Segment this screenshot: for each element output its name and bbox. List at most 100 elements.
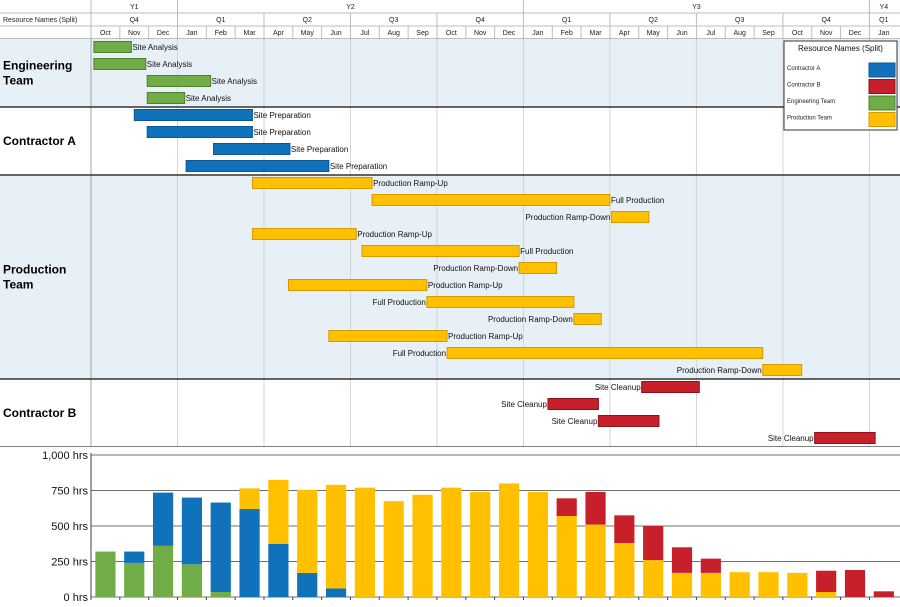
histogram-bar-contractor-b <box>614 515 635 544</box>
month-label-19: May <box>647 30 661 37</box>
histogram-bar-production-team <box>354 487 375 597</box>
legend-swatch <box>868 112 896 127</box>
month-label-11: Sep <box>416 30 429 37</box>
task-bar <box>185 160 330 172</box>
timeline-header-bg <box>0 0 900 39</box>
task-label: Full Production <box>520 247 573 256</box>
task-label: Site Cleanup <box>501 400 547 409</box>
task-bar <box>251 177 373 189</box>
quarter-label-8: Q4 <box>821 17 830 24</box>
histogram-bar-contractor-b <box>585 491 606 525</box>
task-bar <box>547 398 599 410</box>
task-bar <box>426 296 575 308</box>
legend-label: Engineering Team <box>787 99 835 105</box>
task-label: Full Production <box>373 298 426 307</box>
month-label-14: Dec <box>503 30 516 37</box>
histogram-tick-label: 500 hrs <box>51 521 88 533</box>
histogram-bar-contractor-a <box>181 497 202 565</box>
histogram-bar-contractor-a <box>124 551 145 563</box>
task-label: Site Cleanup <box>552 417 598 426</box>
task-label: Production Ramp-Down <box>525 213 610 222</box>
task-label: Production Ramp-Down <box>677 366 762 375</box>
month-label-10: Aug <box>387 30 400 37</box>
month-label-13: Nov <box>474 30 487 37</box>
histogram-bar-production-team <box>585 524 606 597</box>
task-label: Site Cleanup <box>595 383 641 392</box>
task-bar <box>287 279 428 291</box>
quarter-label-6: Q2 <box>649 17 658 24</box>
month-label-0: Oct <box>100 30 111 37</box>
month-label-7: May <box>301 30 315 37</box>
task-bar <box>93 58 147 70</box>
task-label: Production Ramp-Up <box>357 230 432 239</box>
task-bar <box>371 194 611 206</box>
histogram-bar-production-team <box>614 543 635 597</box>
group-label-engineering-team: Engineering <box>3 59 72 73</box>
group-band-contractor-b <box>0 379 900 447</box>
task-label: Full Production <box>611 196 664 205</box>
histogram-bar-production-team <box>412 494 433 597</box>
month-label-9: Jul <box>360 30 369 37</box>
histogram-bar-engineering-team <box>124 562 145 597</box>
histogram-bar-contractor-a <box>210 502 231 593</box>
histogram-bar-contractor-b <box>671 547 693 573</box>
month-label-1: Nov <box>128 30 141 37</box>
legend-label: Contractor A <box>787 66 820 72</box>
histogram-tick-label: 750 hrs <box>51 486 88 498</box>
corner-label: Resource Names (Split) <box>3 17 77 24</box>
histogram-tick-label: 1,000 hrs <box>42 450 88 462</box>
task-label: Full Production <box>393 349 446 358</box>
group-label-production-team: Production <box>3 263 66 277</box>
task-label: Site Preparation <box>253 128 310 137</box>
histogram-bar-production-team <box>441 487 462 597</box>
task-bar <box>328 330 448 342</box>
histogram-bar-contractor-b <box>556 498 577 517</box>
task-bar <box>146 126 253 138</box>
task-bar <box>573 313 602 325</box>
year-label-2: Y3 <box>692 4 701 11</box>
histogram-bar-engineering-team <box>95 551 116 597</box>
histogram-bar-production-team <box>239 488 260 509</box>
histogram-bar-contractor-b <box>873 591 894 597</box>
histogram-bar-production-team <box>671 572 693 597</box>
histogram-bar-production-team <box>470 491 491 597</box>
histogram-bar-contractor-b <box>700 558 721 573</box>
month-label-23: Sep <box>762 30 775 37</box>
month-label-2: Dec <box>157 30 170 37</box>
task-bar <box>146 92 186 104</box>
histogram-bar-production-team <box>268 479 289 544</box>
histogram-bar-production-team <box>700 572 721 597</box>
month-label-15: Jan <box>532 30 543 37</box>
group-label-engineering-team: Team <box>3 74 33 88</box>
task-bar <box>146 75 212 87</box>
histogram-bar-production-team <box>729 572 750 597</box>
group-label-contractor-b: Contractor B <box>3 406 77 420</box>
histogram-bar-engineering-team <box>210 592 231 597</box>
histogram-bar-production-team <box>527 491 548 597</box>
histogram-tick-label: 0 hrs <box>64 592 89 604</box>
task-label: Site Preparation <box>291 145 348 154</box>
histogram-bar-contractor-b <box>816 570 837 593</box>
histogram-bar-contractor-a <box>268 543 289 597</box>
task-label: Site Analysis <box>186 94 231 103</box>
group-band-production-team <box>0 175 900 379</box>
quarter-label-0: Q4 <box>130 17 139 24</box>
legend-label: Contractor B <box>787 83 821 89</box>
task-bar <box>762 364 803 376</box>
task-bar <box>133 109 253 121</box>
month-label-8: Jun <box>330 30 341 37</box>
month-label-24: Oct <box>792 30 803 37</box>
histogram-bar-contractor-b <box>643 526 664 561</box>
quarter-label-1: Q1 <box>216 17 225 24</box>
group-label-production-team: Team <box>3 278 33 292</box>
task-bar <box>251 228 357 240</box>
task-label: Site Preparation <box>330 162 387 171</box>
task-label: Production Ramp-Up <box>373 179 448 188</box>
legend-swatch <box>868 62 896 78</box>
month-label-17: Mar <box>589 30 602 37</box>
month-label-12: Oct <box>446 30 457 37</box>
month-label-20: Jun <box>676 30 687 37</box>
histogram-bar-production-team <box>643 560 664 597</box>
histogram-bar-production-team <box>556 516 577 597</box>
year-label-1: Y2 <box>346 4 355 11</box>
